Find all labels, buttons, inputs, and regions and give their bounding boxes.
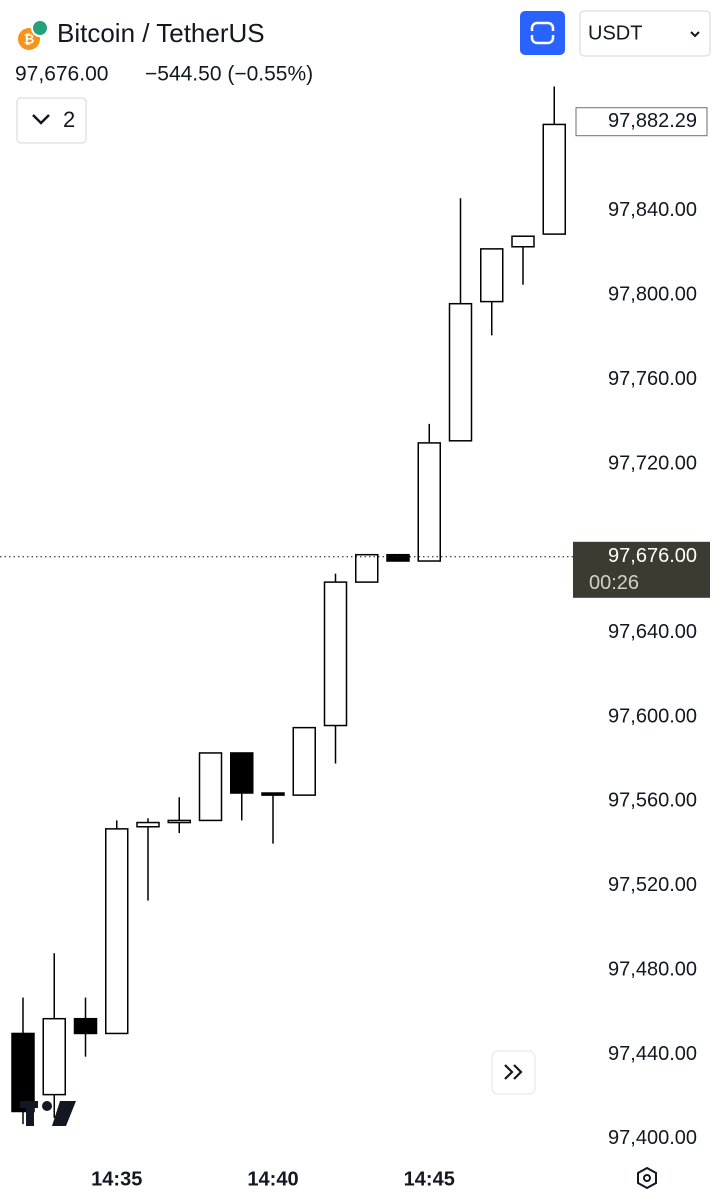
y-tick-label: 97,400.00: [608, 1127, 697, 1149]
candle-body: [448, 302, 473, 442]
y-tick-label: 97,560.00: [608, 790, 697, 812]
y-tick-label: 97,440.00: [608, 1043, 697, 1065]
price-change: −544.50 (−0.55%): [145, 63, 313, 86]
candle-body: [136, 821, 160, 828]
usdt-icon: [31, 19, 49, 37]
logo-part: [26, 1101, 34, 1126]
x-tick-label: 14:45: [404, 1168, 455, 1190]
toggle-box[interactable]: [16, 97, 87, 144]
high-marker-box: [575, 107, 708, 137]
candle-body: [42, 1017, 66, 1096]
settings-icon-center: [643, 1174, 651, 1182]
y-tick-label: 97,800.00: [608, 284, 697, 306]
candle-body: [230, 752, 254, 794]
y-tick-label: 97,600.00: [608, 705, 697, 727]
chevron: [32, 114, 50, 125]
price-label-box: [573, 541, 710, 598]
symbol: Bitcoin / TetherUS: [57, 18, 265, 48]
y-tick-label: 97,760.00: [608, 368, 697, 390]
x-tick-label: 14:40: [247, 1168, 298, 1190]
y-tick-label: 97,520.00: [608, 874, 697, 896]
currency-select[interactable]: USDT: [579, 10, 711, 57]
price-label: 97,676.00: [608, 545, 697, 567]
candle-body: [105, 828, 129, 1035]
logo-part: [42, 1101, 52, 1111]
currency: USDT: [588, 22, 642, 44]
y-tick-label: 97,720.00: [608, 452, 697, 474]
candle-body: [542, 123, 566, 235]
last-price: 97,676.00: [15, 63, 108, 86]
candle-body: [323, 581, 348, 727]
scroll-right-button[interactable]: [491, 1050, 536, 1095]
settings-icon[interactable]: [637, 1166, 657, 1190]
button-bg[interactable]: [491, 1050, 536, 1095]
btc-glyph: ₿: [24, 31, 35, 46]
button-icon: [504, 1064, 523, 1080]
candle-body: [480, 248, 504, 303]
countdown: 00:26: [589, 572, 639, 594]
chart-layer: 97,400.00 97,440.00 97,480.00 97,520.00 97,5…: [0, 86, 710, 1190]
candle-body: [511, 235, 535, 248]
y-tick-label: 97,640.00: [608, 621, 697, 643]
high-marker-label: 97,882.29: [608, 110, 697, 132]
candle-body: [73, 1017, 98, 1035]
tv-logo: [20, 1101, 76, 1126]
indicator-count: 2: [63, 107, 75, 132]
logo-part: [52, 1101, 76, 1126]
y-tick-label: 97,840.00: [608, 199, 697, 221]
candle-body: [386, 553, 410, 562]
select-box[interactable]: [579, 10, 711, 57]
fullscreen-button[interactable]: [520, 11, 565, 55]
x-tick-label: 14:35: [91, 1168, 142, 1190]
candle-body: [261, 792, 285, 796]
candle-body: [417, 442, 441, 562]
candle-body: [198, 752, 223, 822]
candle-body: [355, 553, 379, 583]
y-tick-label: 97,480.00: [608, 958, 697, 980]
candle-body: [292, 726, 316, 796]
indicators-toggle[interactable]: 2: [16, 97, 87, 144]
candle-body: [11, 1032, 35, 1113]
candle-body: [167, 819, 191, 824]
select-arrow: [690, 31, 700, 38]
